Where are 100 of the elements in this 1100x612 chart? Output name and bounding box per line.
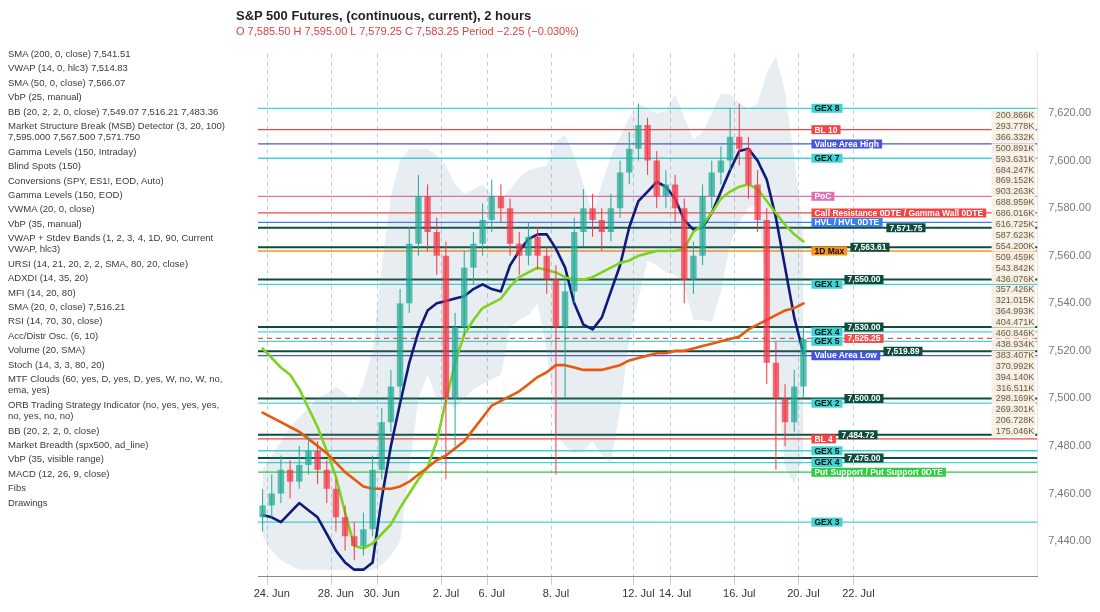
annotation: 903.263K bbox=[995, 186, 1035, 197]
annotation: 357.426K bbox=[995, 284, 1035, 295]
y-tick-label: 7,460.00 bbox=[1048, 486, 1092, 499]
annotation: 269.301K bbox=[995, 404, 1035, 415]
text: ADXDI (14, 35, 20) bbox=[8, 272, 90, 284]
text: Drawings bbox=[8, 496, 49, 508]
annotation: 616.725K bbox=[995, 219, 1035, 230]
chart-title: S&P 500 Futures, (continuous, current), 2 hours bbox=[236, 8, 533, 23]
annotation: 364.993K bbox=[995, 306, 1035, 317]
text: URSI (14, 21, 20, 2, 2, SMA, 80, 20, close) bbox=[8, 257, 190, 270]
text: Market Breadth (spx500, ad_line) bbox=[8, 438, 150, 451]
annotation: 293.778K bbox=[995, 120, 1035, 131]
text: Conversions (SPY, ES1!, EOD, Auto) bbox=[8, 174, 165, 186]
candlestick bbox=[580, 188, 587, 247]
chart-subtitle: O 7,585.50 H 7,595.00 L 7,579.25 C 7,583.25 Period −2.25 (−0.030%) bbox=[236, 25, 580, 37]
candlestick bbox=[635, 103, 642, 162]
candlestick bbox=[314, 440, 321, 485]
candlestick bbox=[305, 435, 312, 476]
annotation: 500.891K bbox=[995, 142, 1035, 153]
text: SMA (200, 0, close) 7,541.51 bbox=[8, 48, 132, 60]
text: RSI (14, 70, 30, close) bbox=[8, 315, 104, 327]
text: BB (20, 2, 2, 0, close) 7,549.07 7,516.21 7,483.36 bbox=[8, 105, 220, 117]
y-tick-label: 7,620.00 bbox=[1048, 106, 1092, 119]
ref-line-label: 7,571.75 bbox=[889, 222, 923, 233]
ref-line-label: GEX 5 bbox=[814, 336, 840, 347]
annotation: 316.511K bbox=[996, 382, 1035, 393]
candlestick bbox=[424, 183, 431, 252]
y-tick-label: 7,540.00 bbox=[1048, 296, 1092, 309]
annotation: 206.728K bbox=[995, 415, 1035, 426]
ref-line-label: HVL / HVL 0DTE bbox=[814, 217, 880, 228]
text: Market Structure Break (MSB) Detector (3, 20, 100) 7,595.000 7,567.500 7,571.750 bbox=[8, 119, 226, 143]
text: VWAP (14, 0, hlc3) 7,514.83 bbox=[8, 62, 129, 74]
ref-line-label: BL 10 bbox=[814, 124, 838, 135]
ref-line-label: BL 4 bbox=[814, 433, 833, 444]
y-tick-label: 7,440.00 bbox=[1048, 534, 1092, 547]
x-tick-label: 16. Jul bbox=[723, 587, 756, 600]
ref-line-label: PoC bbox=[814, 191, 832, 202]
text: Fibs bbox=[8, 482, 27, 494]
y-tick-label: 7,480.00 bbox=[1048, 439, 1092, 452]
text: SMA (50, 0, close) 7,566.07 bbox=[8, 76, 127, 89]
annotation: 321.015K bbox=[995, 295, 1035, 306]
text: VbP (35, manual) bbox=[8, 217, 83, 230]
annotation: 684.247K bbox=[995, 164, 1035, 175]
y-tick-label: 7,580.00 bbox=[1048, 201, 1092, 214]
annotation: 404.471K bbox=[995, 317, 1035, 328]
text: ORB Trading Strategy Indicator (no, yes, yes, yes, no, yes, no, no) bbox=[8, 398, 221, 422]
annotation: 438.934K bbox=[995, 338, 1035, 349]
candlestick bbox=[470, 231, 477, 285]
text: MFI (14, 20, 80) bbox=[8, 286, 77, 299]
x-tick-label: 28. Jun bbox=[317, 587, 354, 600]
candlestick bbox=[644, 117, 651, 176]
x-tick-label: 22. Jul bbox=[842, 587, 875, 600]
text: MTF Clouds (60, yes, D, yes, D, yes, W, no, W, no, ema, yes) bbox=[8, 372, 224, 396]
annotation: 554.200K bbox=[995, 240, 1035, 251]
candlestick bbox=[525, 221, 532, 266]
ref-line-label: GEX 2 bbox=[814, 398, 840, 409]
ref-line-label: 7,525.25 bbox=[847, 333, 881, 344]
ref-line-label: 7,500.00 bbox=[847, 393, 881, 404]
ref-line-label: GEX 3 bbox=[814, 516, 840, 527]
annotation: 298.169K bbox=[995, 393, 1035, 404]
annotation: 686.016K bbox=[995, 208, 1035, 219]
ref-line-label: GEX 7 bbox=[814, 153, 840, 164]
ref-line-label: 7,550.00 bbox=[847, 274, 881, 285]
annotation: 436.076K bbox=[995, 273, 1035, 284]
y-tick-label: 7,500.00 bbox=[1048, 391, 1092, 404]
annotation: 593.631K bbox=[995, 153, 1035, 164]
annotation: 509.459K bbox=[995, 251, 1035, 262]
annotation: 394.140K bbox=[995, 371, 1035, 382]
ref-line-label: 7,475.00 bbox=[847, 452, 881, 463]
ref-line-label: GEX 4 bbox=[814, 326, 840, 337]
annotation: 366.332K bbox=[995, 131, 1035, 142]
text: VWMA (20, 0, close) bbox=[8, 203, 96, 215]
annotation: 200.866K bbox=[995, 110, 1035, 121]
x-tick-label: 2. Jul bbox=[432, 587, 460, 600]
text: MACD (12, 26, 9, close) bbox=[8, 467, 111, 480]
candlestick bbox=[259, 488, 266, 533]
text: VbP (25, manual) bbox=[8, 91, 83, 103]
candlestick bbox=[589, 193, 596, 238]
annotation: 869.152K bbox=[995, 175, 1035, 186]
candlestick bbox=[360, 512, 367, 556]
x-tick-label: 8. Jul bbox=[542, 587, 570, 600]
ref-line-label: GEX 5 bbox=[814, 445, 840, 456]
text: Volume (20, SMA) bbox=[8, 344, 87, 356]
ref-line-label: 7,563.61 bbox=[853, 242, 887, 252]
text: Stoch (14, 3, 3, 80, 20) bbox=[8, 358, 106, 370]
ref-line-label: 7,519.89 bbox=[886, 345, 920, 356]
text: VWAP + Stdev Bands (1, 2, 3, 4, 1D, 90, Current VWAP, hlc3) bbox=[8, 232, 215, 255]
candlestick bbox=[745, 136, 752, 200]
candlestick bbox=[534, 226, 541, 271]
text: VbP (35, visible range) bbox=[8, 453, 105, 465]
candlestick bbox=[690, 240, 697, 295]
text: Gamma Levels (150, EOD) bbox=[8, 188, 124, 201]
ref-line-label: Value Area Low bbox=[814, 350, 878, 361]
x-tick-label: 14. Jul bbox=[658, 587, 692, 600]
text: Blind Spots (150) bbox=[8, 160, 82, 172]
x-tick-label: 20. Jul bbox=[787, 587, 820, 600]
ref-line-label: 1D Max bbox=[814, 245, 845, 256]
annotation: 370.992K bbox=[995, 360, 1035, 371]
annotation: 688.959K bbox=[995, 197, 1035, 208]
candlestick bbox=[699, 183, 706, 266]
